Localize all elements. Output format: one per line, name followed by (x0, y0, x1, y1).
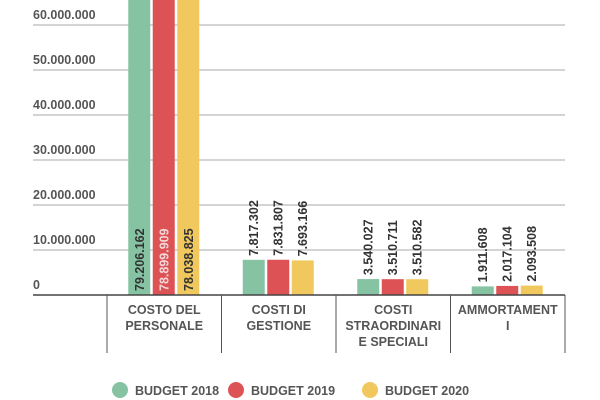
bar (242, 259, 265, 295)
data-label: 1.911.608 (476, 227, 490, 282)
category-label: COSTI (374, 303, 412, 317)
legend-label: BUDGET 2020 (385, 384, 469, 398)
category-label: AMMORTAMENT (458, 303, 558, 317)
legend-label: BUDGET 2018 (135, 384, 219, 398)
y-tick-label: 30.000.000 (33, 143, 96, 157)
category-label: E SPECIALI (359, 335, 428, 349)
data-label: 7.817.302 (247, 200, 261, 256)
bar (291, 260, 314, 295)
bar (177, 0, 200, 295)
data-label: 78.038.825 (182, 228, 196, 291)
y-tick-label: 0 (33, 278, 40, 292)
data-label: 3.510.582 (411, 220, 425, 276)
data-label: 79.206.162 (133, 228, 147, 291)
legend-label: BUDGET 2019 (251, 384, 335, 398)
bar (520, 285, 543, 295)
category-label: GESTIONE (246, 319, 311, 333)
data-label: 78.899.909 (157, 228, 171, 291)
data-label: 3.510.711 (386, 220, 400, 275)
data-label: 2.093.508 (525, 226, 539, 282)
bar (128, 0, 151, 295)
category-label: COSTI DI (252, 303, 306, 317)
data-label: 7.831.807 (272, 200, 286, 256)
bar (381, 279, 404, 295)
y-tick-label: 50.000.000 (33, 53, 96, 67)
data-label: 3.540.027 (362, 219, 376, 275)
category-label: PERSONALE (125, 319, 203, 333)
bar (357, 279, 380, 295)
data-label: 7.693.166 (296, 201, 310, 257)
bar (267, 259, 290, 295)
category-label: I (506, 319, 509, 333)
legend-marker (112, 382, 128, 398)
legend-marker (228, 382, 244, 398)
category-label: COSTO DEL (128, 303, 201, 317)
bar (406, 279, 429, 295)
y-tick-label: 10.000.000 (33, 233, 96, 247)
bar (471, 286, 494, 295)
legend-marker (362, 382, 378, 398)
data-label: 2.017.104 (501, 226, 515, 282)
y-tick-label: 20.000.000 (33, 188, 96, 202)
category-label: STRAORDINARI (345, 319, 441, 333)
bar (152, 0, 175, 295)
bar (496, 285, 519, 295)
y-tick-label: 40.000.000 (33, 98, 96, 112)
y-tick-label: 60.000.000 (33, 8, 96, 22)
